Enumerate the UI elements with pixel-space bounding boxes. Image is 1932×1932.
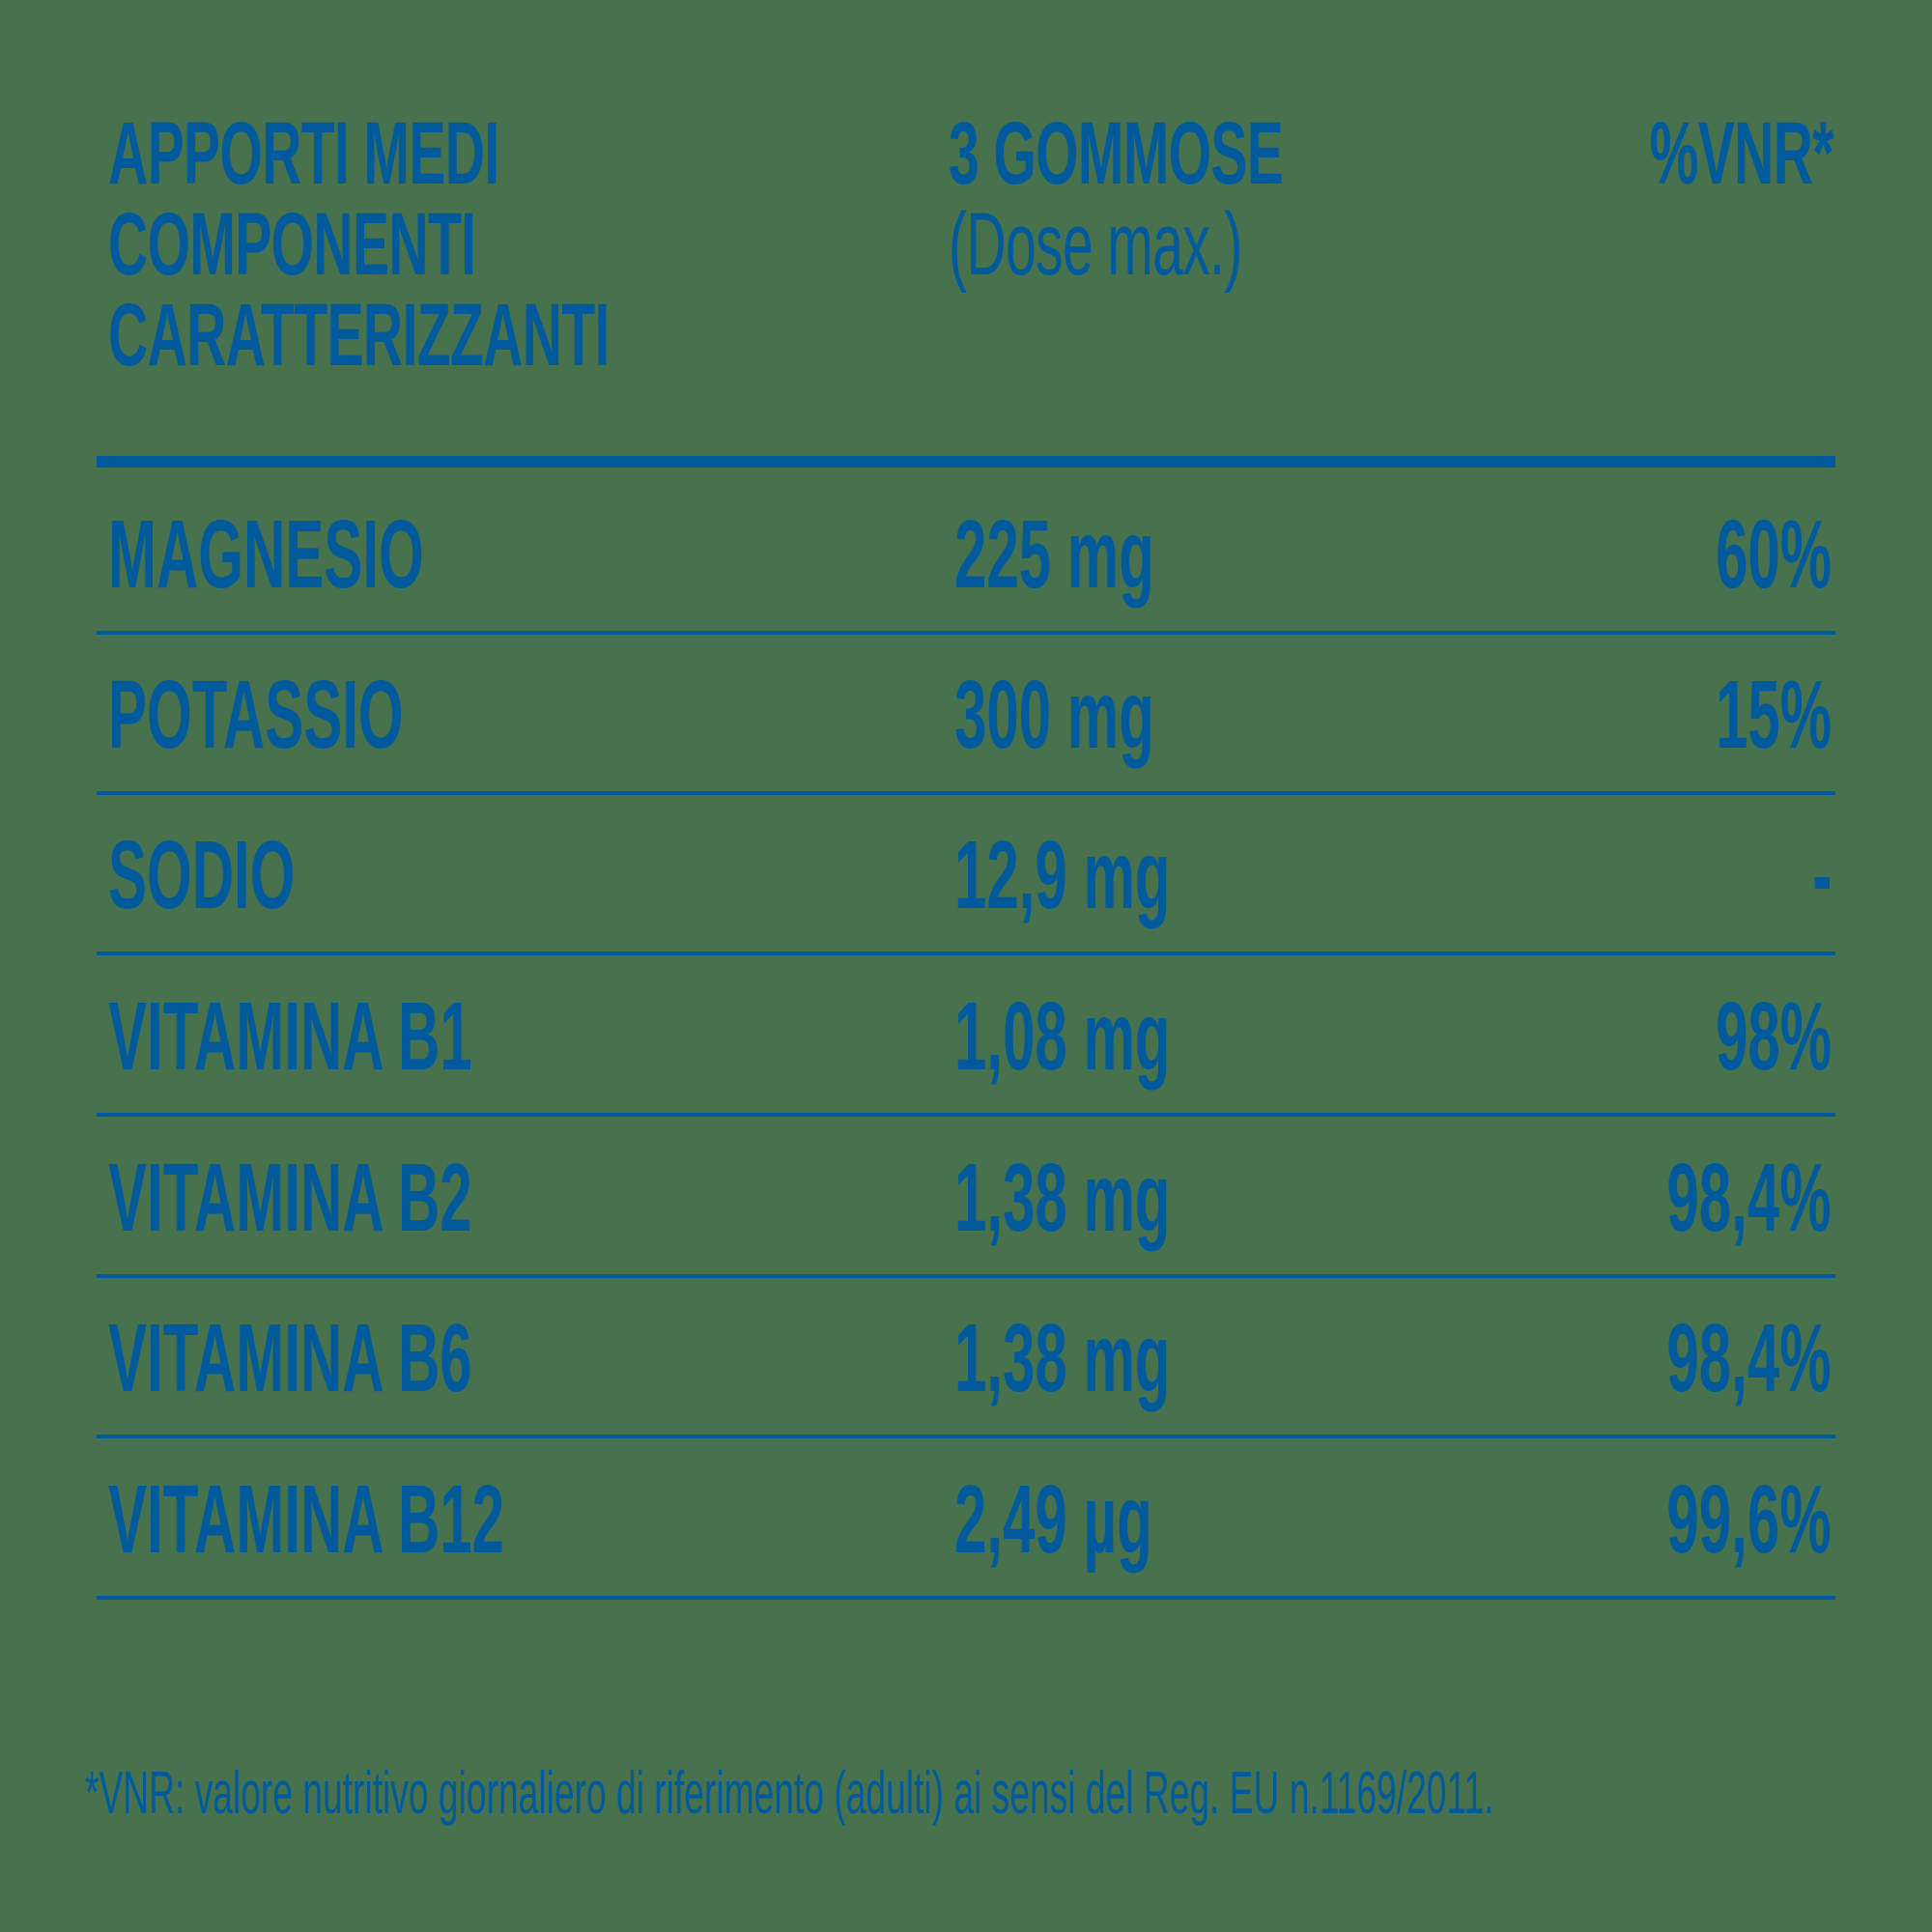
row-name: MAGNESIO (108, 500, 424, 609)
row-vnr: - (1812, 821, 1832, 929)
table-row: VITAMINA B12 2,49 µg 99,6% (97, 1439, 1835, 1600)
header-line: COMPONENTI (108, 195, 476, 294)
row-name: VITAMINA B1 (108, 982, 472, 1091)
row-name: VITAMINA B6 (108, 1304, 472, 1412)
header-line: 3 GOMMOSE (949, 104, 1284, 203)
row-vnr: 15% (1715, 661, 1832, 769)
table-row: SODIO 12,9 mg - (97, 795, 1835, 955)
row-vnr: 98,4% (1666, 1144, 1832, 1252)
header-dose-label: 3 GOMMOSE (Dose max.) (949, 108, 1488, 290)
row-amount: 1,38 mg (954, 1304, 1171, 1412)
row-amount: 1,38 mg (954, 1144, 1171, 1252)
row-divider (97, 952, 1835, 955)
row-name: POTASSIO (108, 661, 404, 769)
row-name: VITAMINA B12 (108, 1465, 505, 1574)
row-name: SODIO (108, 821, 296, 929)
row-divider (97, 791, 1835, 795)
row-vnr: 60% (1715, 500, 1832, 609)
table-row: VITAMINA B2 1,38 mg 98,4% (97, 1118, 1835, 1278)
row-vnr: 98% (1715, 982, 1832, 1091)
row-amount: 225 mg (954, 500, 1154, 609)
header-subline: (Dose max.) (949, 195, 1242, 294)
row-divider (97, 1435, 1835, 1438)
table-row: VITAMINA B6 1,38 mg 98,4% (97, 1278, 1835, 1438)
row-amount: 1,08 mg (954, 982, 1171, 1091)
header-vnr-label: %VNR* (1537, 104, 1834, 203)
header-divider (97, 456, 1835, 468)
table-row: MAGNESIO 225 mg 60% (97, 474, 1835, 635)
table-row: VITAMINA B1 1,08 mg 98% (97, 956, 1835, 1117)
row-vnr: 98,4% (1666, 1304, 1832, 1412)
row-name: VITAMINA B2 (108, 1144, 472, 1252)
row-divider (97, 1274, 1835, 1278)
row-amount: 12,9 mg (954, 821, 1171, 929)
row-vnr: 99,6% (1666, 1465, 1832, 1574)
row-divider (97, 631, 1835, 635)
row-divider (97, 1113, 1835, 1117)
header-components-label: APPORTI MEDI COMPONENTI CARATTERIZZANTI (108, 108, 917, 381)
header-line: CARATTERIZZANTI (108, 286, 610, 384)
header-line: %VNR* (1649, 104, 1834, 203)
row-amount: 300 mg (954, 661, 1154, 769)
header-line: APPORTI MEDI (108, 104, 499, 203)
row-amount: 2,49 µg (954, 1465, 1152, 1574)
row-divider (97, 1596, 1835, 1600)
table-row: POTASSIO 300 mg 15% (97, 635, 1835, 795)
footnote: *VNR: valore nutritivo giornaliero di ri… (85, 1760, 1494, 1827)
